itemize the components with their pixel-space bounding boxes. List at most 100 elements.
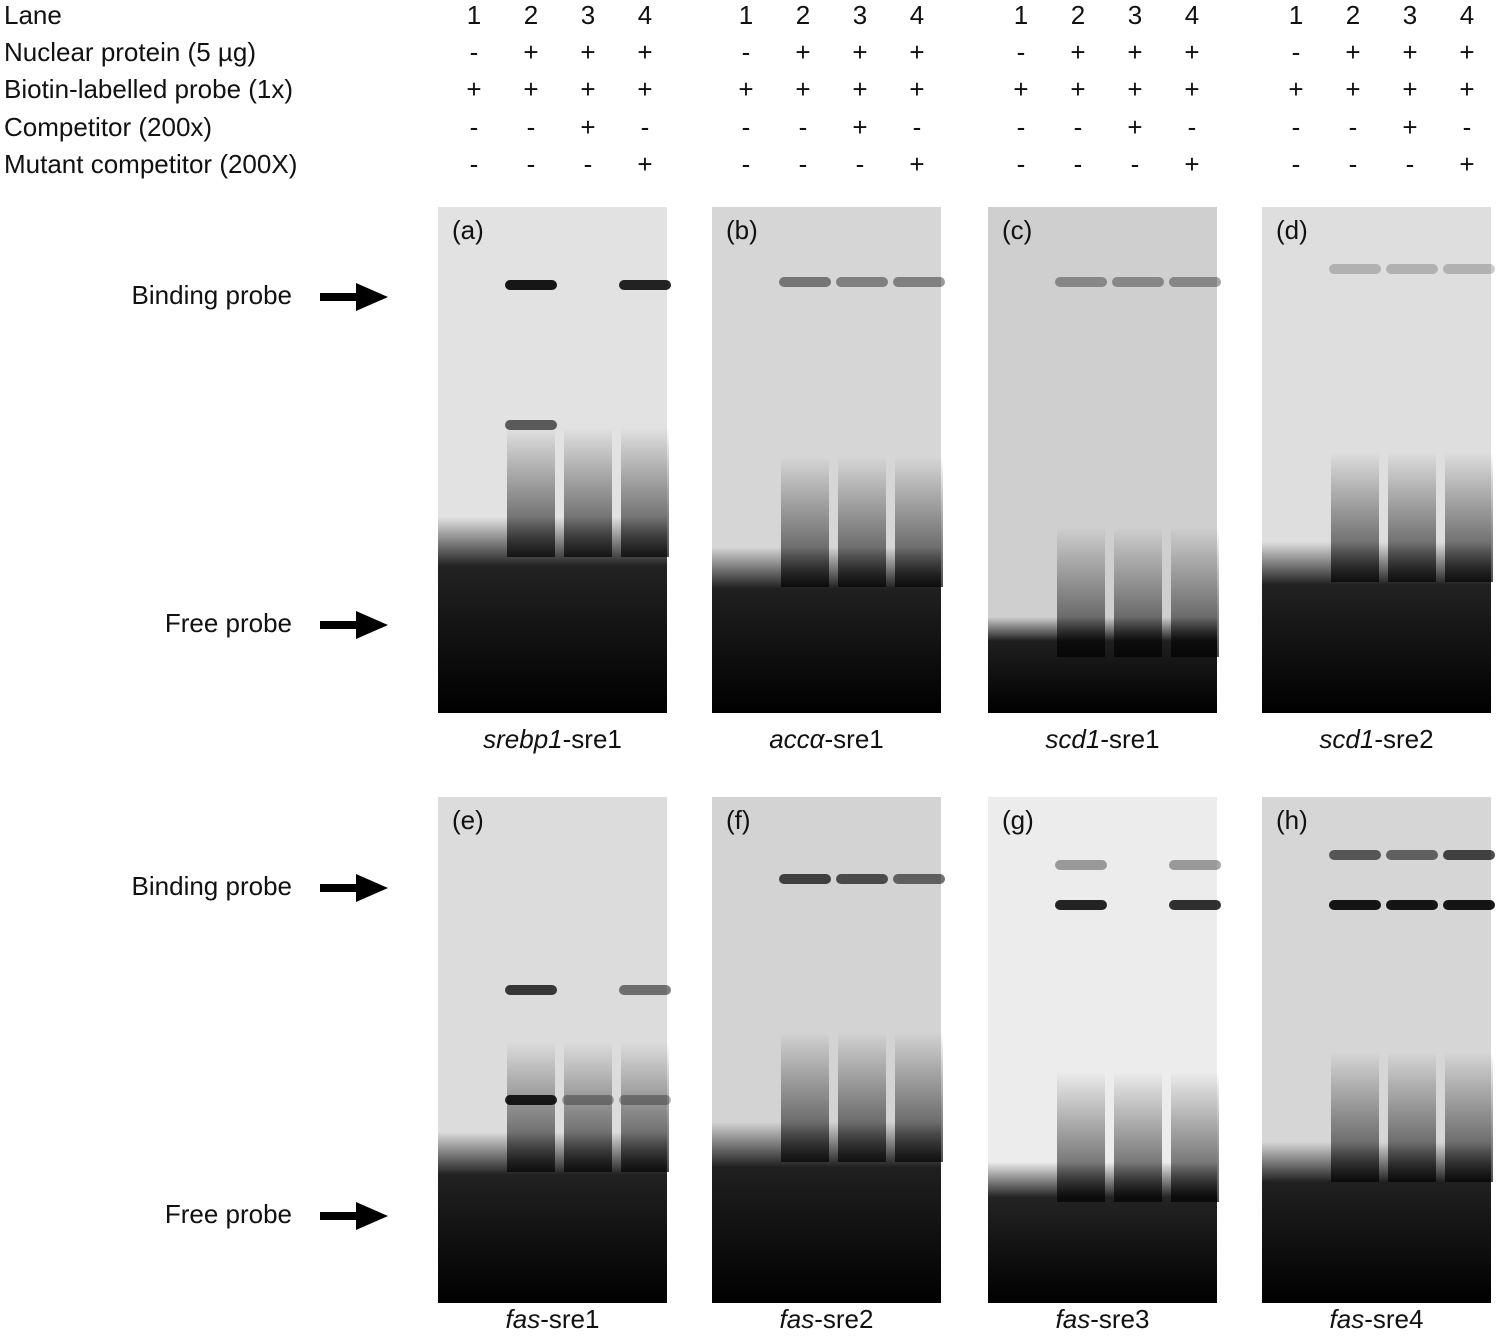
panel-caption: fas-sre4 <box>1330 1304 1424 1334</box>
lane-cell: + <box>1013 74 1028 104</box>
free-probe-region <box>438 517 667 713</box>
lane-cell: + <box>580 74 595 104</box>
gel-panel: (f) <box>712 797 945 1303</box>
lane-cell: 3 <box>853 0 867 30</box>
caption-gene: scd1 <box>1045 724 1100 754</box>
band <box>1169 860 1221 870</box>
free-probe-region <box>438 1132 667 1303</box>
lane-cell: - <box>742 37 751 67</box>
lane-cell: + <box>852 37 867 67</box>
lane-cell: + <box>909 74 924 104</box>
panel-letter: (f) <box>726 805 751 835</box>
panel-letter: (h) <box>1276 805 1308 835</box>
lane-cell: + <box>1184 149 1199 179</box>
lane-cell: + <box>1070 37 1085 67</box>
caption-gene: accα <box>769 724 825 754</box>
lane-cell: + <box>852 74 867 104</box>
lane-cell: 1 <box>1289 0 1303 30</box>
panel-caption: fas-sre3 <box>1056 1304 1150 1334</box>
band <box>1112 277 1164 287</box>
lane-cell: + <box>637 149 652 179</box>
band <box>836 874 888 884</box>
lane-cell: - <box>1406 149 1415 179</box>
lane-cell: - <box>799 112 808 142</box>
gel-panel: (e) <box>438 797 671 1303</box>
caption-gene: scd1 <box>1319 724 1374 754</box>
row-label: Biotin-labelled probe (1x) <box>4 74 293 104</box>
caption-gene: fas <box>1056 1304 1091 1334</box>
gel-panel: (d) <box>1262 207 1495 713</box>
caption-suffix: -sre3 <box>1090 1304 1149 1334</box>
lane-cell: - <box>1017 112 1026 142</box>
free-probe-region <box>1262 1142 1491 1303</box>
band <box>1329 900 1381 910</box>
lane-cell: - <box>584 149 593 179</box>
band <box>1443 900 1495 910</box>
band <box>1443 850 1495 860</box>
lane-cell: - <box>1349 149 1358 179</box>
lane-cell: + <box>580 37 595 67</box>
lane-cell: 1 <box>467 0 481 30</box>
free-probe-region <box>988 617 1217 713</box>
arrow-shaft <box>320 293 362 301</box>
panel-caption: srebp1-sre1 <box>483 724 622 754</box>
lane-cell: + <box>1402 74 1417 104</box>
lane-cell: + <box>909 37 924 67</box>
gel-panel: (c) <box>988 207 1221 713</box>
lane-cell: 2 <box>1071 0 1085 30</box>
panel-caption: scd1-sre1 <box>1045 724 1159 754</box>
lane-cell: 4 <box>638 0 652 30</box>
row-label: Lane <box>4 0 62 30</box>
panel-caption: fas-sre1 <box>506 1304 600 1334</box>
lane-cell: 4 <box>910 0 924 30</box>
lane-cell: - <box>470 37 479 67</box>
lane-cell: - <box>470 149 479 179</box>
band <box>1386 850 1438 860</box>
band <box>619 280 671 290</box>
free-probe-region <box>712 547 941 713</box>
lane-cell: + <box>1127 112 1142 142</box>
arrow-label: Free probe <box>165 608 292 638</box>
band <box>505 1095 557 1105</box>
panel-letter: (a) <box>452 215 484 245</box>
band <box>505 985 557 995</box>
lane-cell: 2 <box>524 0 538 30</box>
lane-cell: + <box>1184 74 1199 104</box>
caption-suffix: -sre1 <box>1100 724 1159 754</box>
lane-cell: + <box>852 112 867 142</box>
caption-gene: fas <box>1330 1304 1365 1334</box>
lane-cell: + <box>1070 74 1085 104</box>
band <box>779 874 831 884</box>
band <box>505 280 557 290</box>
row-label: Competitor (200x) <box>4 112 212 142</box>
lane-cell: - <box>1292 37 1301 67</box>
lane-cell: + <box>1459 149 1474 179</box>
arrow-head <box>356 1202 388 1230</box>
lane-cell: + <box>1127 74 1142 104</box>
lane-cell: - <box>1349 112 1358 142</box>
band <box>836 277 888 287</box>
lane-cell: - <box>742 149 751 179</box>
lane-cell: - <box>1188 112 1197 142</box>
band <box>1443 264 1495 274</box>
lane-cell: - <box>1017 149 1026 179</box>
lane-cell: 3 <box>581 0 595 30</box>
lane-cell: - <box>1131 149 1140 179</box>
band <box>1329 264 1381 274</box>
arrow-shaft <box>320 621 362 629</box>
caption-suffix: -sre1 <box>825 724 884 754</box>
lane-cell: + <box>1288 74 1303 104</box>
caption-suffix: -sre2 <box>1374 724 1433 754</box>
band <box>619 1095 671 1105</box>
lane-cell: + <box>795 74 810 104</box>
caption-gene: srebp1 <box>483 724 563 754</box>
lane-cell: + <box>1127 37 1142 67</box>
lane-cell: + <box>1402 112 1417 142</box>
lane-cell: + <box>1184 37 1199 67</box>
lane-cell: + <box>523 74 538 104</box>
panel-letter: (b) <box>726 215 758 245</box>
gel-panel: (b) <box>712 207 945 713</box>
lane-cell: - <box>742 112 751 142</box>
band <box>1329 850 1381 860</box>
lane-cell: + <box>1402 37 1417 67</box>
